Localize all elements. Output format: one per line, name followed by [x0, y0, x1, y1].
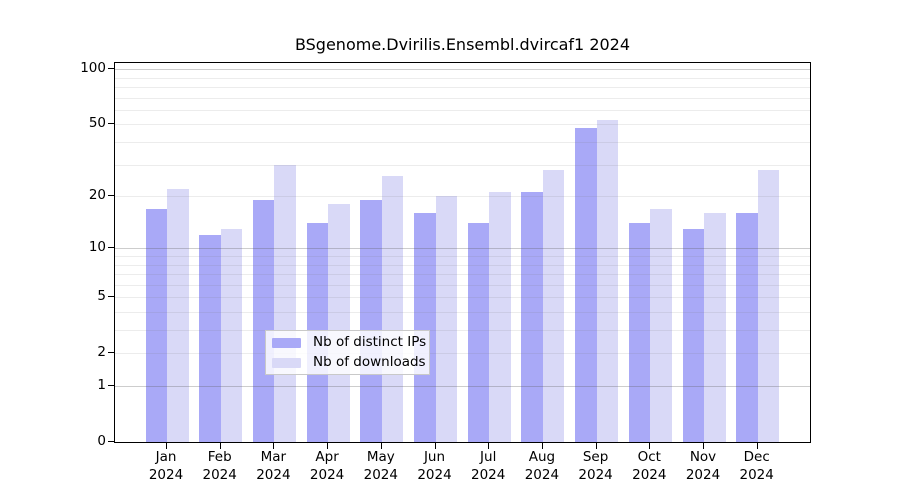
x-tick-label-apr: Apr 2024 [309, 449, 345, 483]
bar-distinct-ips-jan [145, 208, 167, 442]
x-tick-label-aug: Aug 2024 [524, 449, 560, 483]
x-tick-mark [434, 443, 436, 449]
legend-label-distinct-ips: Nb of distinct IPs [313, 334, 427, 350]
x-tick-mark [756, 443, 758, 449]
gridline-minor [115, 142, 810, 144]
x-tick-label-feb: Feb 2024 [202, 449, 237, 483]
x-tick-mark [327, 443, 329, 449]
bar-downloads-dec [757, 170, 780, 442]
y-tick-label: 1 [97, 377, 106, 393]
bar-distinct-ips-feb [199, 234, 221, 442]
x-tick-label-dec: Dec 2024 [739, 449, 774, 483]
y-tick-label: 10 [88, 239, 106, 256]
gridline-minor [115, 164, 810, 166]
x-tick-mark [380, 443, 382, 449]
x-tick-label-oct: Oct 2024 [632, 449, 667, 483]
bar-downloads-jan [167, 188, 189, 442]
bar-distinct-ips-mar [252, 200, 275, 442]
y-tick-label: 100 [80, 60, 106, 77]
bar-distinct-ips-may [360, 200, 382, 442]
plot-area [114, 62, 811, 443]
y-tick-label: 20 [88, 187, 106, 204]
legend-label-downloads: Nb of downloads [313, 354, 426, 370]
x-tick-mark [166, 443, 167, 449]
gridline-minor [115, 77, 810, 79]
legend-item-distinct-ips: Nb of distinct IPs [272, 333, 427, 352]
gridline-minor [115, 109, 810, 111]
bar-distinct-ips-oct [628, 223, 651, 442]
y-tick-label: 5 [97, 288, 106, 305]
x-tick-label-may: May 2024 [363, 449, 398, 483]
y-tick-mark [108, 247, 114, 249]
bar-downloads-nov [704, 213, 726, 442]
y-tick-mark [108, 385, 114, 386]
gridline-minor [115, 87, 810, 89]
x-tick-mark [273, 443, 275, 449]
bar-distinct-ips-jun [414, 213, 436, 442]
x-tick-mark [649, 443, 651, 449]
bar-distinct-ips-sep [575, 127, 597, 442]
bar-distinct-ips-dec [736, 213, 758, 442]
x-tick-label-nov: Nov 2024 [685, 449, 721, 483]
y-tick-mark [108, 68, 114, 70]
gridline-minor [115, 124, 810, 126]
bar-downloads-jun [435, 196, 457, 442]
bar-downloads-sep [596, 119, 619, 442]
y-tick-label: 2 [97, 344, 106, 361]
gridline-major [115, 69, 810, 71]
x-tick-label-jan: Jan 2024 [148, 449, 184, 483]
y-tick-mark [108, 195, 114, 197]
bar-downloads-aug [542, 170, 565, 442]
bar-downloads-apr [328, 204, 350, 442]
bar-downloads-jul [489, 192, 511, 442]
bar-distinct-ips-nov [682, 228, 704, 442]
bar-downloads-feb [220, 228, 243, 442]
y-tick-label: 0 [97, 433, 106, 449]
bar-downloads-mar [274, 164, 296, 442]
bar-downloads-oct [650, 208, 672, 442]
y-tick-mark [108, 296, 114, 298]
y-tick-mark [108, 441, 114, 442]
x-tick-label-jul: Jul 2024 [471, 449, 506, 483]
y-tick-mark [108, 123, 114, 125]
bar-distinct-ips-aug [521, 192, 543, 442]
x-tick-mark [703, 443, 704, 449]
legend: Nb of distinct IPs Nb of downloads [265, 330, 430, 375]
x-tick-label-mar: Mar 2024 [256, 449, 291, 483]
y-tick-label: 50 [88, 115, 106, 132]
x-tick-mark [595, 443, 597, 449]
gridline-minor [115, 97, 810, 99]
bar-downloads-may [381, 175, 404, 442]
bar-distinct-ips-jul [467, 223, 490, 442]
legend-swatch-distinct-ips [272, 337, 301, 348]
x-tick-mark [541, 443, 543, 449]
legend-swatch-downloads [272, 357, 301, 368]
x-tick-label-sep: Sep 2024 [578, 449, 613, 483]
x-tick-mark [219, 443, 221, 449]
gridline-minor [115, 196, 810, 198]
y-tick-mark [108, 352, 114, 354]
x-tick-label-jun: Jun 2024 [417, 449, 452, 483]
legend-item-downloads: Nb of downloads [272, 353, 426, 372]
chart-title: BSgenome.Dvirilis.Ensembl.dvircaf1 2024 [294, 35, 631, 54]
x-tick-mark [488, 443, 490, 449]
